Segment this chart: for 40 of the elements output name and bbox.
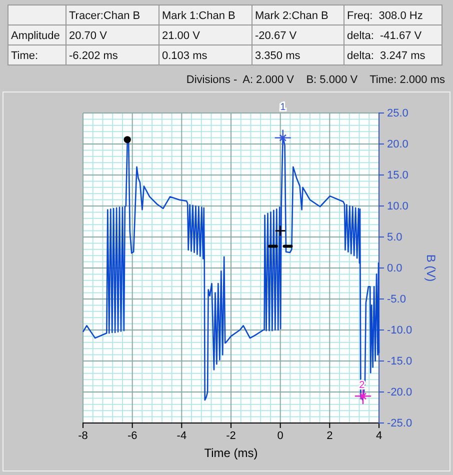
text: 3.350 ms xyxy=(255,50,301,62)
text: delta: -41.67 V xyxy=(347,30,422,42)
x-tick-label: -4 xyxy=(176,430,187,442)
text: Time: xyxy=(11,50,38,62)
y-tick-label: 20.0 xyxy=(387,138,408,151)
text: 20.70 V xyxy=(69,30,108,42)
y-tick-label: -5.0 xyxy=(387,294,406,306)
x-tick-label: -2 xyxy=(226,430,236,442)
x-tick-label: 0 xyxy=(277,430,284,442)
y-tick-label: 10.0 xyxy=(387,200,408,213)
y-tick-label: 25.0 xyxy=(387,108,408,120)
text: -6.202 ms xyxy=(69,50,118,62)
point xyxy=(124,136,131,144)
y-tick-label: -15.0 xyxy=(387,356,412,368)
y-tick-label: -20.0 xyxy=(387,386,412,399)
y-tick-label: -25.0 xyxy=(387,418,412,430)
line-series xyxy=(82,137,380,401)
text: 21.00 V xyxy=(162,30,201,42)
text: Amplitude xyxy=(11,30,60,42)
x-tick-label: 4 xyxy=(376,430,382,442)
x-axis-title: Time (ms) xyxy=(204,446,258,460)
x-tick-label: -8 xyxy=(78,430,88,442)
text: delta: 3.247 ms xyxy=(347,50,426,62)
y-axis-title: B (V) xyxy=(424,254,438,282)
point xyxy=(274,129,292,146)
text: Mark 1:Chan B xyxy=(162,10,236,22)
text: Freq: 308.0 Hz xyxy=(347,10,423,22)
point xyxy=(354,388,372,405)
y-tick-label: 5.0 xyxy=(387,232,402,244)
text: Mark 2:Chan B xyxy=(255,10,328,22)
text: -20.67 V xyxy=(255,30,298,42)
text: Divisions - A: 2.000 V B: 5.000 V Time: 2.000 ms xyxy=(186,74,446,86)
text: Tracer:Chan B xyxy=(69,10,140,22)
y-tick-label: 15.0 xyxy=(387,170,408,182)
y-tick-label: 0.0 xyxy=(387,262,402,275)
text: 0.103 ms xyxy=(162,50,208,62)
annotation: 1 xyxy=(280,102,286,113)
x-tick-label: -6 xyxy=(127,430,138,442)
y-tick-label: -10.0 xyxy=(387,324,412,337)
x-tick-label: 2 xyxy=(326,430,333,442)
